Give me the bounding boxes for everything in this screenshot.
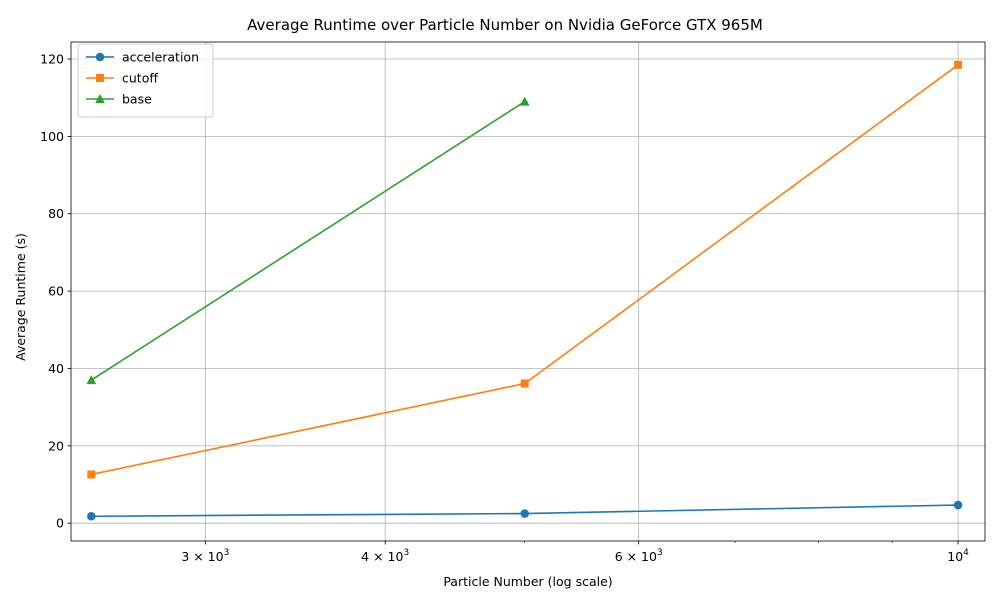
data-point-acceleration	[520, 509, 530, 518]
data-point-base	[519, 96, 530, 106]
y-tick-label: 60	[48, 284, 64, 299]
legend-label: base	[122, 92, 152, 107]
y-tick-label: 0	[56, 516, 64, 531]
x-axis-label: Particle Number (log scale)	[443, 574, 612, 589]
legend-label: acceleration	[122, 50, 199, 65]
series-layer	[86, 60, 963, 521]
y-tick-label: 20	[48, 438, 64, 453]
x-tick-label: 3 × 103	[181, 548, 229, 564]
x-tick-label: 4 × 103	[361, 548, 409, 564]
y-tick-label: 40	[48, 361, 64, 376]
data-point-cutoff	[87, 470, 96, 479]
tick-layer: 0 20 40 60 80 100 120 3 × 103 4 × 103 6 × 103 104	[40, 52, 969, 564]
data-point-cutoff	[520, 379, 529, 388]
legend: acceleration cutoff base	[77, 43, 214, 118]
data-point-cutoff	[954, 60, 963, 69]
x-tick-label: 104	[947, 548, 969, 564]
series-line-base	[90, 100, 526, 381]
x-tick-label: 6 × 103	[615, 548, 663, 564]
y-tick-label: 120	[40, 52, 64, 67]
legend-marker-base	[95, 94, 105, 103]
grid-layer	[71, 42, 985, 541]
chart-title: Average Runtime over Particle Number on …	[247, 16, 763, 34]
data-point-base	[86, 375, 97, 385]
y-axis-label: Average Runtime (s)	[13, 233, 28, 361]
data-point-acceleration	[87, 511, 96, 521]
legend-marker-cutoff	[96, 74, 104, 82]
legend-marker-acceleration	[95, 52, 105, 62]
data-point-acceleration	[953, 500, 963, 510]
y-tick-label: 100	[40, 129, 64, 144]
y-tick-label: 80	[48, 206, 64, 221]
legend-label: cutoff	[122, 71, 158, 86]
